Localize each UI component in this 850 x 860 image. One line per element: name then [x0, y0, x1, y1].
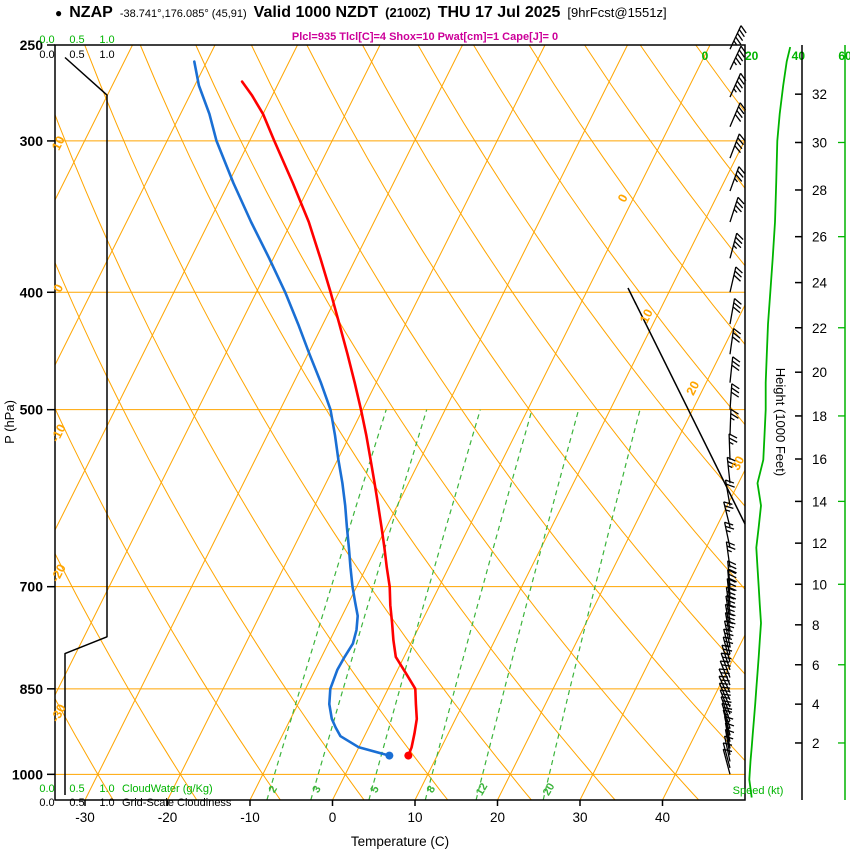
svg-text:32: 32	[812, 87, 827, 102]
chart-header: ● NZAP -38.741°,176.085° (45,91) Valid 1…	[55, 4, 844, 22]
svg-text:CloudWater (g/Kg): CloudWater (g/Kg)	[122, 783, 213, 795]
svg-text:0.5: 0.5	[69, 34, 84, 46]
svg-text:1.0: 1.0	[99, 49, 114, 61]
svg-text:-10: -10	[48, 422, 69, 444]
svg-text:P (hPa): P (hPa)	[2, 400, 17, 444]
dewpoint-curve	[193, 60, 394, 760]
svg-text:20: 20	[684, 379, 703, 398]
svg-text:Grid-Scale Cloudiness: Grid-Scale Cloudiness	[122, 797, 232, 809]
svg-text:60: 60	[838, 49, 850, 63]
svg-text:5: 5	[368, 784, 381, 795]
cloudiness-profile	[64, 56, 108, 795]
cloudwater-scale: 0.0 0.0 0.0 0.0 0.5 0.5 0.5 0.5 1.0 1.0 1.0 1.0 Clou…	[39, 34, 232, 809]
station-id: NZAP	[69, 4, 113, 21]
svg-text:0: 0	[329, 810, 337, 825]
skewt-grid	[55, 45, 745, 800]
svg-text:-30: -30	[75, 810, 95, 825]
svg-text:10: 10	[49, 134, 68, 153]
svg-text:0.0: 0.0	[39, 34, 54, 46]
svg-text:4: 4	[812, 697, 820, 712]
svg-text:0.0: 0.0	[39, 797, 54, 809]
svg-text:26: 26	[812, 230, 827, 245]
pressure-axis: 250 300 400 500 700 850 1000 P (hPa)	[2, 37, 55, 782]
svg-text:20: 20	[812, 365, 827, 380]
svg-text:250: 250	[20, 37, 44, 53]
svg-text:2: 2	[267, 784, 280, 795]
mixing-ratio-lines	[266, 409, 641, 800]
svg-text:1.0: 1.0	[99, 797, 114, 809]
svg-text:16: 16	[812, 452, 827, 467]
svg-text:8: 8	[812, 618, 820, 633]
svg-text:-20: -20	[158, 810, 178, 825]
svg-text:30: 30	[812, 135, 827, 150]
forecast-info: [9hrFcst@1551z]	[567, 5, 667, 20]
sounding-parameters: Plcl=935 Tlcl[C]=4 Shox=10 Pwat[cm]=1 Ca…	[291, 31, 559, 43]
wind-speed-curve	[748, 46, 792, 798]
station-coords: -38.741°,176.085° (45,91)	[119, 8, 247, 20]
plot-frame	[54, 44, 746, 801]
svg-text:-20: -20	[48, 562, 69, 584]
svg-text:0.5: 0.5	[69, 783, 84, 795]
svg-text:18: 18	[812, 409, 827, 424]
svg-text:850: 850	[20, 681, 44, 697]
svg-text:700: 700	[20, 579, 44, 595]
svg-text:2: 2	[812, 736, 820, 751]
svg-text:12: 12	[812, 536, 827, 551]
station-bullet-icon: ●	[55, 6, 63, 20]
temperature-curve	[240, 80, 419, 760]
svg-text:20: 20	[490, 810, 505, 825]
svg-text:0: 0	[702, 49, 709, 63]
svg-text:6: 6	[812, 658, 820, 673]
svg-text:Height (1000 Feet): Height (1000 Feet)	[773, 368, 788, 476]
svg-text:10: 10	[407, 810, 422, 825]
temperature-axis: -30 -20 -10 0 10 20 30 40 Temperature (C)	[75, 800, 670, 849]
svg-text:-10: -10	[240, 810, 260, 825]
svg-text:14: 14	[812, 494, 828, 509]
valid-time-z: (2100Z)	[385, 5, 431, 20]
svg-text:500: 500	[20, 402, 44, 418]
svg-text:8: 8	[425, 784, 438, 795]
svg-text:400: 400	[20, 284, 44, 300]
svg-text:20: 20	[745, 49, 759, 63]
svg-text:30: 30	[572, 810, 587, 825]
svg-text:0.0: 0.0	[39, 783, 54, 795]
wind-barbs	[718, 25, 747, 775]
svg-text:300: 300	[20, 133, 44, 149]
svg-text:28: 28	[812, 183, 827, 198]
svg-text:10: 10	[637, 307, 656, 326]
svg-text:24: 24	[812, 276, 828, 291]
valid-date: THU 17 Jul 2025	[437, 4, 561, 21]
svg-text:3: 3	[310, 784, 323, 795]
svg-text:10: 10	[812, 577, 827, 592]
svg-text:0.0: 0.0	[39, 49, 54, 61]
svg-text:40: 40	[655, 810, 670, 825]
svg-text:1.0: 1.0	[99, 783, 114, 795]
svg-text:Speed (kt): Speed (kt)	[733, 785, 784, 797]
svg-text:Temperature (C): Temperature (C)	[351, 834, 449, 849]
svg-text:20: 20	[541, 781, 558, 798]
svg-text:1000: 1000	[12, 766, 43, 782]
svg-text:40: 40	[792, 49, 806, 63]
svg-text:30: 30	[729, 454, 748, 473]
valid-time: Valid 1000 NZDT	[253, 4, 379, 21]
mixing-ratio-labels: 2 3 5 8 12 20	[267, 781, 558, 798]
svg-text:0.5: 0.5	[69, 797, 84, 809]
svg-text:22: 22	[812, 321, 827, 336]
svg-text:12: 12	[474, 781, 491, 798]
svg-text:0.5: 0.5	[69, 49, 84, 61]
svg-text:1.0: 1.0	[99, 34, 114, 46]
